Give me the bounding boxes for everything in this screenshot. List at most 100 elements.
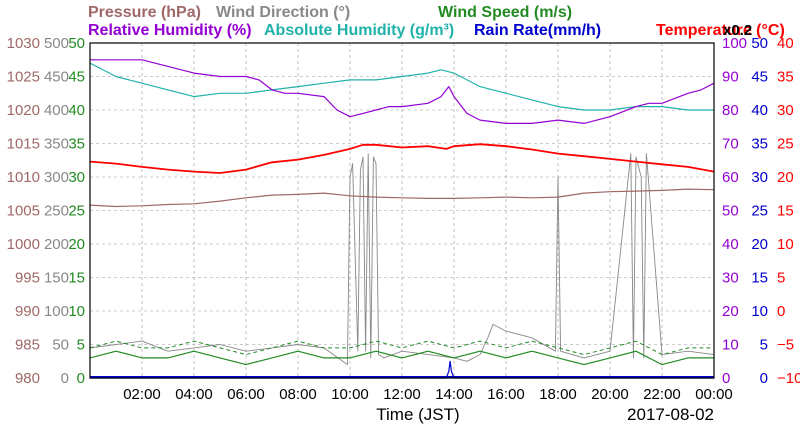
y-tick-temperature: 5 xyxy=(777,270,785,287)
y-tick-temperature: 0 xyxy=(777,303,785,320)
y-tick-pressure: 990 xyxy=(15,303,40,320)
series-layer xyxy=(89,59,715,379)
y-tick-temperature: 15 xyxy=(777,203,794,220)
x-tick-label: 14:00 xyxy=(435,386,473,403)
series-wind-speed xyxy=(89,350,714,366)
y-tick-pressure: 980 xyxy=(15,370,40,387)
y-tick-pressure: 1025 xyxy=(7,69,40,86)
legend-temperature-c: Temperature (°C) xyxy=(656,22,785,39)
y-tick-wind-speed: 0 xyxy=(77,370,85,387)
y-tick-rain-rate: 25 xyxy=(751,203,768,220)
x-tick-label: 10:00 xyxy=(331,386,369,403)
x-tick-label: 20:00 xyxy=(591,386,629,403)
y-tick-temperature: 10 xyxy=(777,236,794,253)
date-label: 2017-08-02 xyxy=(627,405,714,424)
series-wind-direction xyxy=(89,153,715,366)
series-absolute-humidity xyxy=(89,62,714,111)
x-tick-label: 18:00 xyxy=(539,386,577,403)
x-tick-label: 22:00 xyxy=(643,386,681,403)
y-tick-rain-rate: 35 xyxy=(751,136,768,153)
y-tick-pressure: 1030 xyxy=(7,35,40,52)
y-tick-rain-rate: 40 xyxy=(751,102,768,119)
series-temperature xyxy=(89,143,715,174)
y-tick-temperature: 20 xyxy=(777,169,794,186)
x-tick-label: 08:00 xyxy=(279,386,317,403)
y-tick-wind-speed: 45 xyxy=(68,69,85,86)
y-tick-temperature: 25 xyxy=(777,136,794,153)
y-tick-humidity: 70 xyxy=(722,136,739,153)
y-tick-wind-speed: 30 xyxy=(68,169,85,186)
x-axis-ticks: 02:00 04:00 06:00 08:00 10:00 12:00 14:00 16:00… xyxy=(123,386,733,403)
y-tick-rain-rate: 20 xyxy=(751,236,768,253)
y-tick-wind-direction: 450 xyxy=(44,69,69,86)
y-tick-humidity: 0 xyxy=(722,370,730,387)
legend-rain-rate-mm-h: Rain Rate(mm/h) xyxy=(474,22,601,39)
legend-absolute-humidity-g-m: Absolute Humidity (g/m³) xyxy=(264,22,454,39)
y-tick-wind-direction: 500 xyxy=(44,35,69,52)
y-tick-rain-rate: 5 xyxy=(760,337,768,354)
series-wind-speed-gust-trace xyxy=(89,340,714,356)
y-tick-wind-direction: 0 xyxy=(61,370,69,387)
grid xyxy=(90,43,714,378)
plot-frame xyxy=(89,42,715,379)
y-tick-wind-direction: 350 xyxy=(44,136,69,153)
y-tick-rain-rate: 0 xyxy=(760,370,768,387)
y-tick-wind-direction: 100 xyxy=(44,303,69,320)
y-tick-wind-direction: 50 xyxy=(52,337,69,354)
absolute-humidity-scale-label: x0.2 xyxy=(723,22,752,39)
y-tick-wind-direction: 400 xyxy=(44,102,69,119)
y-tick-rain-rate: 30 xyxy=(751,169,768,186)
y-tick-pressure: 1010 xyxy=(7,169,40,186)
x-tick-label: 16:00 xyxy=(487,386,525,403)
y-tick-rain-rate: 15 xyxy=(751,270,768,287)
x-tick-label: 04:00 xyxy=(175,386,213,403)
x-tick-label: 00:00 xyxy=(695,386,733,403)
legend-relative-humidity: Relative Humidity (%) xyxy=(88,22,252,39)
y-tick-wind-speed: 20 xyxy=(68,236,85,253)
y-tick-wind-speed: 10 xyxy=(68,303,85,320)
series-relative-humidity xyxy=(90,59,715,125)
y-tick-humidity: 40 xyxy=(722,236,739,253)
y-tick-temperature: −10 xyxy=(777,370,800,387)
y-axes: 1030102510201015101010051000995990985980… xyxy=(7,35,800,387)
y-tick-wind-direction: 300 xyxy=(44,169,69,186)
y-tick-humidity: 100 xyxy=(722,35,747,52)
x-axis-label: Time (JST) xyxy=(376,405,459,424)
series-pressure xyxy=(89,188,715,208)
y-tick-wind-speed: 40 xyxy=(68,102,85,119)
y-tick-humidity: 90 xyxy=(722,69,739,86)
y-tick-rain-rate: 45 xyxy=(751,69,768,86)
y-tick-temperature: 35 xyxy=(777,69,794,86)
header-row-1: Pressure (hPa) Wind Direction (°) Wind Spe… xyxy=(88,4,572,21)
x-tick-label: 02:00 xyxy=(123,386,161,403)
y-tick-wind-direction: 150 xyxy=(44,270,69,287)
legend-wind-direction: Wind Direction (°) xyxy=(216,4,350,21)
legend-pressure-hpa: Pressure (hPa) xyxy=(88,4,201,21)
y-tick-temperature: 30 xyxy=(777,102,794,119)
y-tick-pressure: 985 xyxy=(15,337,40,354)
y-tick-pressure: 1015 xyxy=(7,136,40,153)
y-tick-humidity: 80 xyxy=(722,102,739,119)
y-tick-wind-speed: 50 xyxy=(68,35,85,52)
legend-wind-speed-m-s: Wind Speed (m/s) xyxy=(438,4,572,21)
y-tick-temperature: 40 xyxy=(777,35,794,52)
y-tick-pressure: 1020 xyxy=(7,102,40,119)
y-tick-wind-speed: 25 xyxy=(68,203,85,220)
y-tick-wind-speed: 35 xyxy=(68,136,85,153)
y-tick-pressure: 1000 xyxy=(7,236,40,253)
y-tick-rain-rate: 10 xyxy=(751,303,768,320)
y-tick-pressure: 995 xyxy=(15,270,40,287)
y-tick-rain-rate: 50 xyxy=(751,35,768,52)
y-tick-temperature: −5 xyxy=(777,337,794,354)
y-tick-humidity: 30 xyxy=(722,270,739,287)
y-tick-humidity: 60 xyxy=(722,169,739,186)
y-tick-humidity: 50 xyxy=(722,203,739,220)
y-tick-wind-speed: 5 xyxy=(77,337,85,354)
y-tick-pressure: 1005 xyxy=(7,203,40,220)
x-tick-label: 12:00 xyxy=(383,386,421,403)
y-tick-wind-direction: 250 xyxy=(44,203,69,220)
x-tick-label: 06:00 xyxy=(227,386,265,403)
y-tick-humidity: 20 xyxy=(722,303,739,320)
y-tick-humidity: 10 xyxy=(722,337,739,354)
